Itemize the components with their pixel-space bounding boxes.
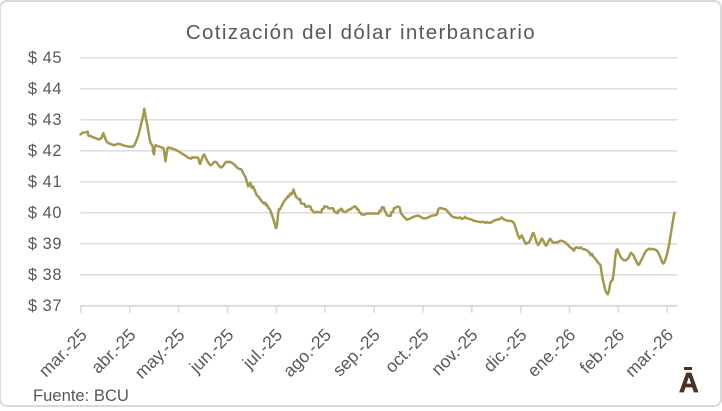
svg-text:jun.-25: jun.-25: [185, 325, 238, 378]
svg-text:ago.-25: ago.-25: [279, 325, 335, 381]
svg-text:may.-25: may.-25: [131, 325, 189, 383]
svg-text:sep.-25: sep.-25: [329, 325, 384, 380]
svg-text:ene.-26: ene.-26: [523, 325, 579, 381]
svg-text:mar.-26: mar.-26: [621, 325, 677, 381]
svg-text:feb.-26: feb.-26: [576, 325, 629, 378]
svg-text:nov.-25: nov.-25: [427, 325, 482, 380]
svg-text:dic.-25: dic.-25: [479, 325, 530, 376]
svg-text:mar.-25: mar.-25: [35, 325, 91, 381]
svg-text:oct.-25: oct.-25: [381, 325, 433, 377]
